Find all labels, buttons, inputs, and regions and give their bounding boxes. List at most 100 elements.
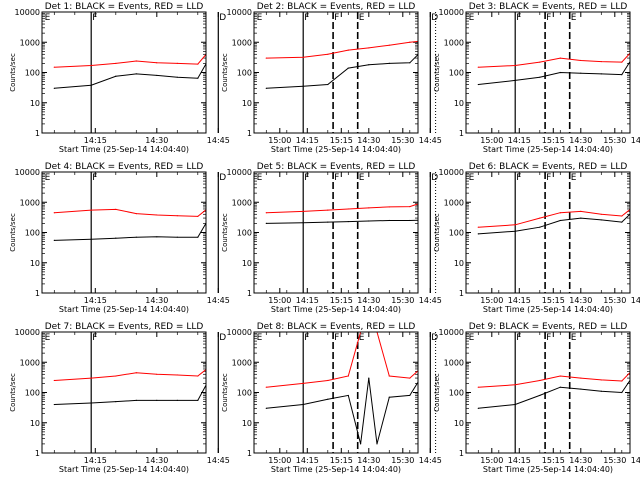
series-line-lld <box>478 208 630 228</box>
panel-title: Det 8: BLACK = Events, RED = LLD <box>257 322 416 332</box>
series-point-lld <box>53 66 55 68</box>
x-tick-label: 14:45 <box>631 136 640 145</box>
x-axis-label: Start Time (25-Sep-14 14:04:40) <box>483 465 613 474</box>
series-point-lld <box>197 375 199 377</box>
y-tick-label: 1 <box>35 449 40 458</box>
x-tick-label: 15:15 <box>330 456 353 465</box>
panel-det-2: Det 2: BLACK = Events, RED = LLD 1 10 100 10… <box>221 2 626 154</box>
y-tick-label: 100 <box>237 389 252 398</box>
y-tick-label: 10 <box>242 419 252 428</box>
y-tick-label: 1000 <box>444 358 464 367</box>
series-line-lld <box>478 52 630 68</box>
series-line-lld <box>266 332 418 388</box>
marker-flag: F <box>92 173 97 183</box>
plot-frame <box>253 11 419 134</box>
series-point-lld <box>388 44 390 46</box>
y-tick-label: 100 <box>449 389 464 398</box>
series-line-lld <box>478 371 630 388</box>
series-group <box>265 40 418 89</box>
series-point-events <box>90 238 92 240</box>
series-point-events <box>539 76 541 78</box>
series-point-events <box>156 74 158 77</box>
series-point-events <box>580 72 582 74</box>
series-point-lld <box>197 215 199 218</box>
x-tick-label: 14:30 <box>145 136 168 145</box>
x-tick-label: 14:45 <box>207 456 230 465</box>
x-axis-label: Start Time (25-Sep-14 14:04:40) <box>271 465 401 474</box>
series-point-events <box>559 71 561 74</box>
series-point-events <box>197 236 199 238</box>
y-tick-label: 1 <box>247 449 252 458</box>
series-point-events <box>514 403 516 406</box>
x-axis-label: Start Time (25-Sep-14 14:04:40) <box>271 145 401 154</box>
x-tick-label: 15:15 <box>542 136 565 145</box>
y-tick-label: 100 <box>237 229 252 238</box>
y-tick-label: 100 <box>25 229 40 238</box>
y-tick-label: 1000 <box>20 358 40 367</box>
series-point-events <box>176 236 178 238</box>
y-tick-label: 1 <box>35 289 40 298</box>
series-point-lld <box>539 61 541 63</box>
marker-flag: E <box>571 333 577 343</box>
series-point-lld <box>176 374 178 376</box>
series-point-events <box>347 394 349 397</box>
panel-det-7: Det 7: BLACK = Events, RED = LLD 1 10 100 10… <box>9 322 437 474</box>
series-line-events <box>478 213 630 235</box>
series-point-events <box>477 83 479 86</box>
series-point-lld <box>90 64 92 67</box>
marker-flag: D <box>219 13 226 23</box>
marker-flag: E <box>469 13 475 23</box>
series-point-events <box>539 226 541 228</box>
y-tick-label: 10 <box>454 259 464 268</box>
marker-flag: F <box>516 333 521 343</box>
series-point-events <box>265 87 267 89</box>
series-point-events <box>621 221 623 223</box>
y-tick-label: 1000 <box>232 358 252 367</box>
y-tick-label: 1 <box>459 129 464 138</box>
marker-flag: F <box>334 333 339 343</box>
series-line-events <box>478 379 630 409</box>
series-point-events <box>53 239 55 241</box>
series-point-events <box>197 399 199 401</box>
x-tick-label: 15:30 <box>391 136 414 145</box>
series-group <box>265 203 418 224</box>
marker-flag: E <box>571 13 577 23</box>
panel-title: Det 2: BLACK = Events, RED = LLD <box>257 2 416 12</box>
marker-flag: F <box>92 13 97 23</box>
series-point-lld <box>327 379 329 382</box>
marker-flag: E <box>45 333 51 343</box>
series-point-events <box>580 217 582 219</box>
series-line-lld <box>54 368 206 381</box>
x-tick-label: 14:45 <box>207 296 230 305</box>
y-axis-label: Counts/sec <box>9 373 17 412</box>
series-point-events <box>197 77 199 79</box>
marker-flag: E <box>257 333 263 343</box>
series-point-events <box>409 394 411 397</box>
plot-frame <box>465 331 631 454</box>
series-point-lld <box>197 63 199 65</box>
series-point-lld <box>559 57 561 59</box>
series-point-events <box>514 79 516 81</box>
x-tick-label: 14:15 <box>84 456 107 465</box>
y-tick-label: 1000 <box>232 198 252 207</box>
panel-det-3: Det 3: BLACK = Events, RED = LLD 1 10 100 10… <box>433 2 640 154</box>
plot-frame <box>253 171 419 294</box>
marker-flag: F <box>334 173 339 183</box>
series-point-lld <box>539 217 541 219</box>
series-line-events <box>266 378 418 445</box>
x-axis-label: Start Time (25-Sep-14 14:04:40) <box>59 305 189 314</box>
series-point-lld <box>514 64 516 67</box>
y-tick-label: 1000 <box>232 38 252 47</box>
series-point-lld <box>539 379 541 382</box>
x-tick-label: 14:30 <box>145 296 168 305</box>
panel-title: Det 1: BLACK = Events, RED = LLD <box>45 2 204 12</box>
x-tick-label: 15:30 <box>603 296 626 305</box>
series-point-events <box>600 219 602 221</box>
y-tick-label: 1000 <box>444 198 464 207</box>
marker-flag: F <box>546 13 551 23</box>
series-point-lld <box>135 213 137 215</box>
x-tick-label: 14:30 <box>357 136 380 145</box>
panel-det-8: Det 8: BLACK = Events, RED = LLD 1 10 100 10… <box>221 322 626 474</box>
series-point-events <box>600 390 602 392</box>
